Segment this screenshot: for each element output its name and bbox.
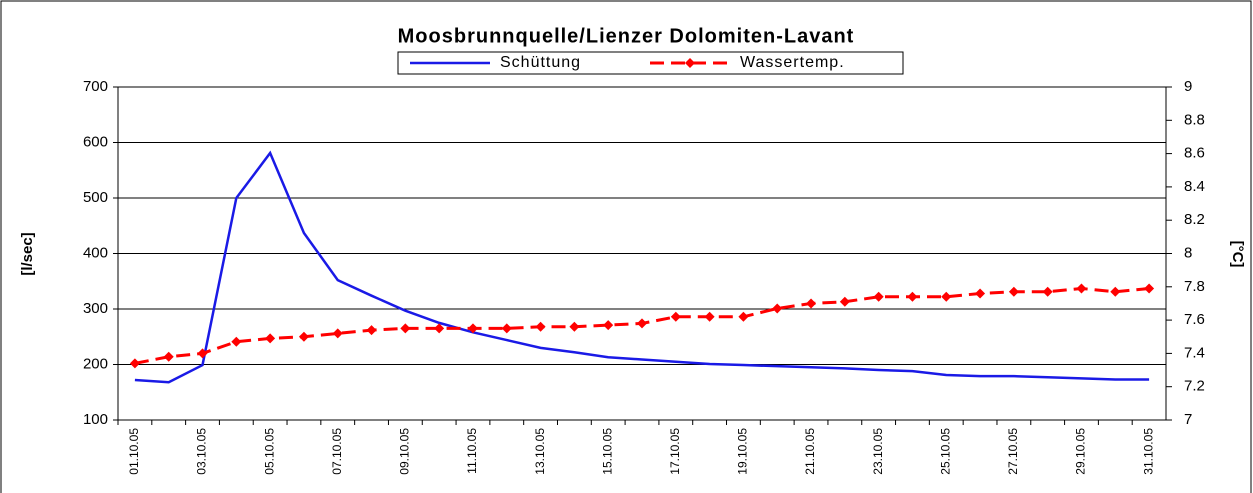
x-tick-label: 19.10.05 (736, 428, 750, 475)
y2-tick-label: 7.4 (1184, 344, 1205, 361)
marker (806, 298, 817, 309)
x-tick-label: 15.10.05 (600, 428, 614, 475)
y2-tick-label: 9 (1184, 78, 1192, 95)
legend-label: Wassertemp. (740, 54, 845, 71)
marker (265, 333, 276, 344)
marker (975, 288, 986, 299)
y-tick-label: 600 (83, 133, 108, 150)
x-tick-label: 07.10.05 (330, 428, 344, 475)
marker (197, 348, 208, 359)
marker (366, 325, 377, 336)
marker (1076, 283, 1087, 294)
y2-tick-label: 7.6 (1184, 311, 1205, 328)
marker (772, 303, 783, 314)
y2-tick-label: 8.8 (1184, 111, 1205, 128)
x-tick-label: 17.10.05 (668, 428, 682, 475)
x-tick-label: 11.10.05 (465, 428, 479, 474)
y-tick-label: 300 (83, 300, 108, 317)
marker (704, 311, 715, 322)
marker (670, 311, 681, 322)
series-line (134, 150, 1150, 384)
x-tick-label: 13.10.05 (533, 428, 547, 475)
marker (1144, 283, 1155, 294)
marker (907, 291, 918, 302)
marker (535, 321, 546, 332)
x-tick-label: 27.10.05 (1006, 428, 1020, 475)
y2-tick-label: 7.8 (1184, 278, 1205, 295)
marker (434, 323, 445, 334)
y2-tick-label: 7 (1184, 411, 1192, 428)
marker (637, 318, 647, 329)
marker (738, 311, 749, 322)
marker (298, 331, 309, 342)
x-tick-label: 03.10.05 (195, 428, 209, 475)
marker (501, 323, 512, 334)
legend-marker (685, 58, 695, 68)
marker (1110, 286, 1121, 297)
y-tick-label: 500 (83, 189, 108, 206)
marker (467, 323, 478, 334)
y-tick-label: 700 (83, 78, 108, 95)
x-tick-label: 23.10.05 (871, 428, 885, 475)
marker (839, 296, 850, 307)
marker (941, 291, 952, 302)
x-tick-label: 01.10.05 (127, 428, 141, 475)
marker (569, 321, 580, 332)
x-tick-label: 29.10.05 (1074, 428, 1088, 475)
x-tick-label: 31.10.05 (1141, 428, 1155, 475)
y2-tick-label: 8.4 (1184, 178, 1205, 195)
x-tick-label: 09.10.05 (398, 428, 412, 475)
y-tick-label: 400 (83, 244, 108, 261)
marker (129, 358, 140, 369)
y2-tick-label: 8.6 (1184, 145, 1205, 162)
marker (163, 351, 174, 362)
marker (603, 320, 614, 331)
chart-title: Moosbrunnquelle/Lienzer Dolomiten-Lavant (398, 25, 855, 47)
marker (1008, 286, 1019, 297)
y2-tick-label: 8.2 (1184, 211, 1205, 228)
marker (1042, 286, 1053, 297)
y-axis-label: [l/sec] (19, 232, 36, 275)
marker (400, 323, 411, 334)
y2-tick-label: 8 (1184, 244, 1192, 261)
y-tick-label: 200 (83, 355, 108, 372)
legend-label: Schüttung (500, 54, 581, 71)
y2-axis-label: [°C] (1229, 241, 1246, 268)
marker (873, 291, 884, 302)
x-tick-label: 25.10.05 (938, 428, 952, 475)
marker (332, 328, 343, 339)
y-tick-label: 100 (83, 411, 108, 428)
marker (231, 336, 242, 347)
y2-tick-label: 7.2 (1184, 378, 1205, 395)
x-tick-label: 05.10.05 (262, 428, 276, 475)
x-tick-label: 21.10.05 (803, 428, 817, 475)
